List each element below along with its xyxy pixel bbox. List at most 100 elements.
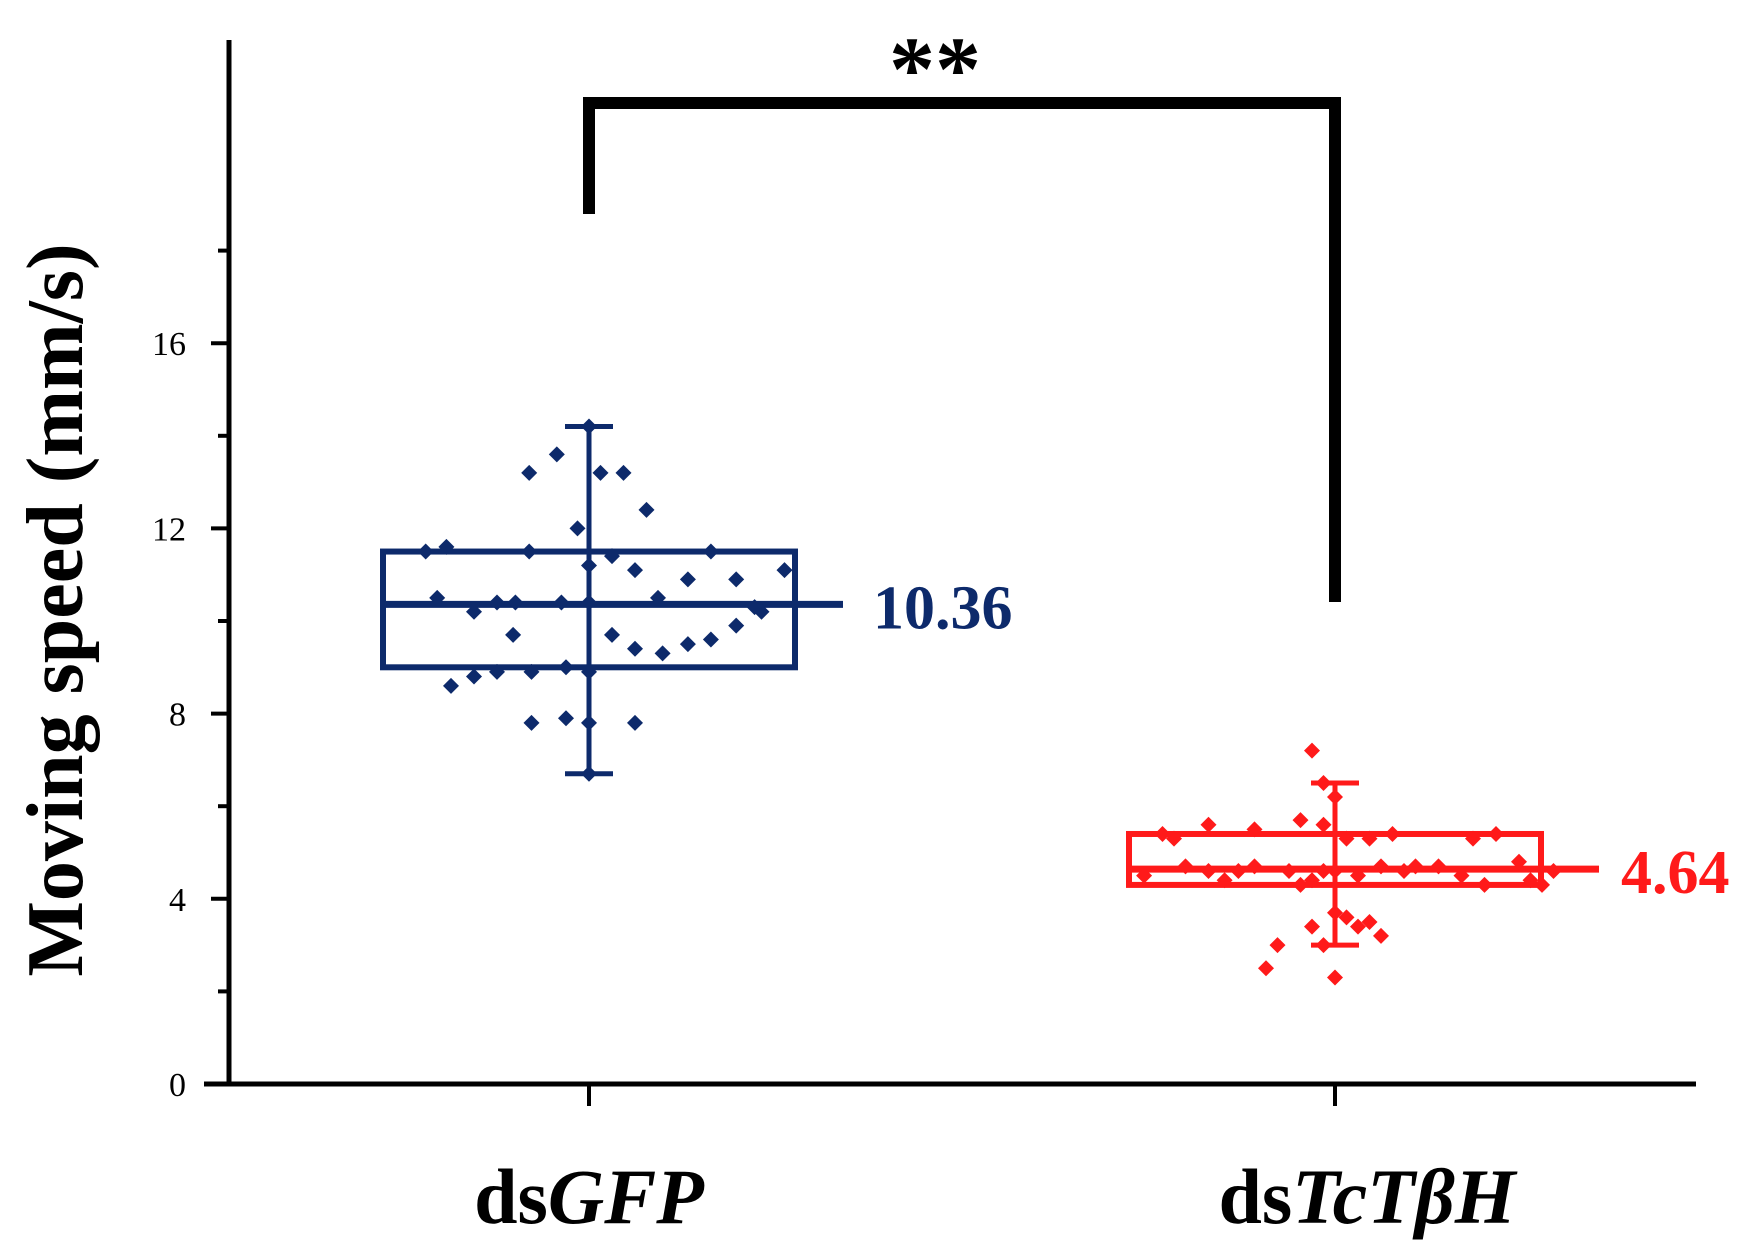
data-point — [1350, 918, 1366, 935]
data-point — [1327, 904, 1343, 921]
iqr-box — [1126, 830, 1544, 888]
data-point — [1465, 830, 1481, 847]
data-point — [581, 714, 597, 731]
data-point — [429, 589, 446, 606]
data-point — [1361, 830, 1378, 847]
data-point — [581, 418, 597, 435]
category-label-dstctbh: dsTcTβH — [1218, 1153, 1517, 1240]
data-point — [581, 765, 597, 782]
data-point — [1338, 909, 1355, 926]
data-point — [1230, 863, 1247, 880]
data-point — [1166, 830, 1182, 847]
significance-bracket — [583, 97, 1341, 602]
y-tick-label: 4 — [169, 882, 186, 919]
y-axis-label: Moving speed (mm/s) — [12, 243, 100, 976]
data-point — [521, 464, 538, 481]
data-point — [417, 543, 434, 560]
data-point — [1511, 853, 1527, 870]
data-point — [548, 446, 565, 463]
box-group-0: 10.36 — [380, 418, 1013, 782]
significance-label: ** — [889, 18, 981, 120]
data-point — [604, 548, 620, 565]
data-point — [521, 543, 538, 560]
data-point — [1373, 858, 1389, 875]
data-point — [1304, 918, 1320, 935]
data-point — [679, 571, 696, 588]
y-tick-label: 8 — [169, 697, 186, 734]
data-point — [728, 617, 745, 634]
data-point — [627, 562, 643, 579]
data-point — [1545, 863, 1562, 880]
data-point — [1292, 876, 1309, 893]
data-point — [1361, 913, 1378, 930]
data-point — [1304, 742, 1320, 759]
data-point — [1200, 816, 1217, 833]
data-point — [1315, 816, 1332, 833]
y-tick-label: 12 — [152, 511, 186, 548]
data-point — [1136, 867, 1153, 884]
data-point — [1269, 937, 1286, 954]
data-point — [1258, 960, 1274, 977]
data-point — [1476, 876, 1493, 893]
data-point — [1534, 876, 1550, 893]
data-point — [627, 640, 643, 657]
data-point — [523, 714, 540, 731]
data-point — [523, 663, 540, 680]
data-point — [1522, 872, 1539, 889]
data-point — [615, 464, 632, 481]
data-point — [1246, 821, 1263, 838]
data-point — [558, 710, 574, 727]
data-point — [1292, 812, 1309, 829]
data-point — [1304, 872, 1320, 889]
median-value-label: 4.64 — [1621, 839, 1730, 907]
category-label-dsgfp: dsGFP — [474, 1153, 705, 1240]
data-point — [1281, 863, 1297, 880]
data-point — [558, 659, 574, 676]
data-point — [1327, 788, 1343, 805]
data-point — [728, 571, 745, 588]
data-point — [1373, 927, 1389, 944]
data-point — [1327, 863, 1343, 880]
data-point — [1246, 858, 1263, 875]
data-point — [1315, 775, 1332, 792]
data-point — [489, 663, 505, 680]
data-point — [489, 594, 505, 611]
y-tick-label: 0 — [169, 1067, 186, 1104]
data-point — [702, 543, 719, 560]
data-point — [569, 520, 586, 537]
data-point — [443, 677, 459, 694]
data-point — [438, 538, 455, 555]
data-point — [1338, 830, 1355, 847]
data-point — [581, 557, 597, 574]
data-point — [1430, 858, 1447, 875]
box-group-1: 4.64 — [1126, 742, 1730, 986]
data-point — [1315, 937, 1332, 954]
data-point — [1384, 825, 1401, 842]
data-point — [505, 626, 522, 643]
data-point — [553, 594, 570, 611]
data-point — [1154, 825, 1171, 842]
data-point — [581, 594, 597, 611]
data-point — [1453, 867, 1470, 884]
data-point — [1488, 825, 1504, 842]
data-point — [466, 603, 482, 620]
data-point — [746, 599, 763, 616]
data-point — [650, 589, 666, 606]
data-point — [638, 501, 655, 518]
data-point — [776, 562, 793, 579]
y-tick-label: 16 — [152, 326, 186, 363]
data-point — [1407, 858, 1424, 875]
data-point — [1350, 867, 1366, 884]
data-point — [581, 663, 597, 680]
data-point — [702, 631, 719, 648]
data-point — [654, 645, 671, 662]
data-point — [1200, 863, 1217, 880]
data-point — [1177, 858, 1194, 875]
data-point — [679, 636, 696, 653]
data-point — [1315, 863, 1332, 880]
data-point — [604, 626, 620, 643]
data-point — [1396, 863, 1412, 880]
data-point — [507, 594, 524, 611]
data-point — [466, 668, 482, 685]
